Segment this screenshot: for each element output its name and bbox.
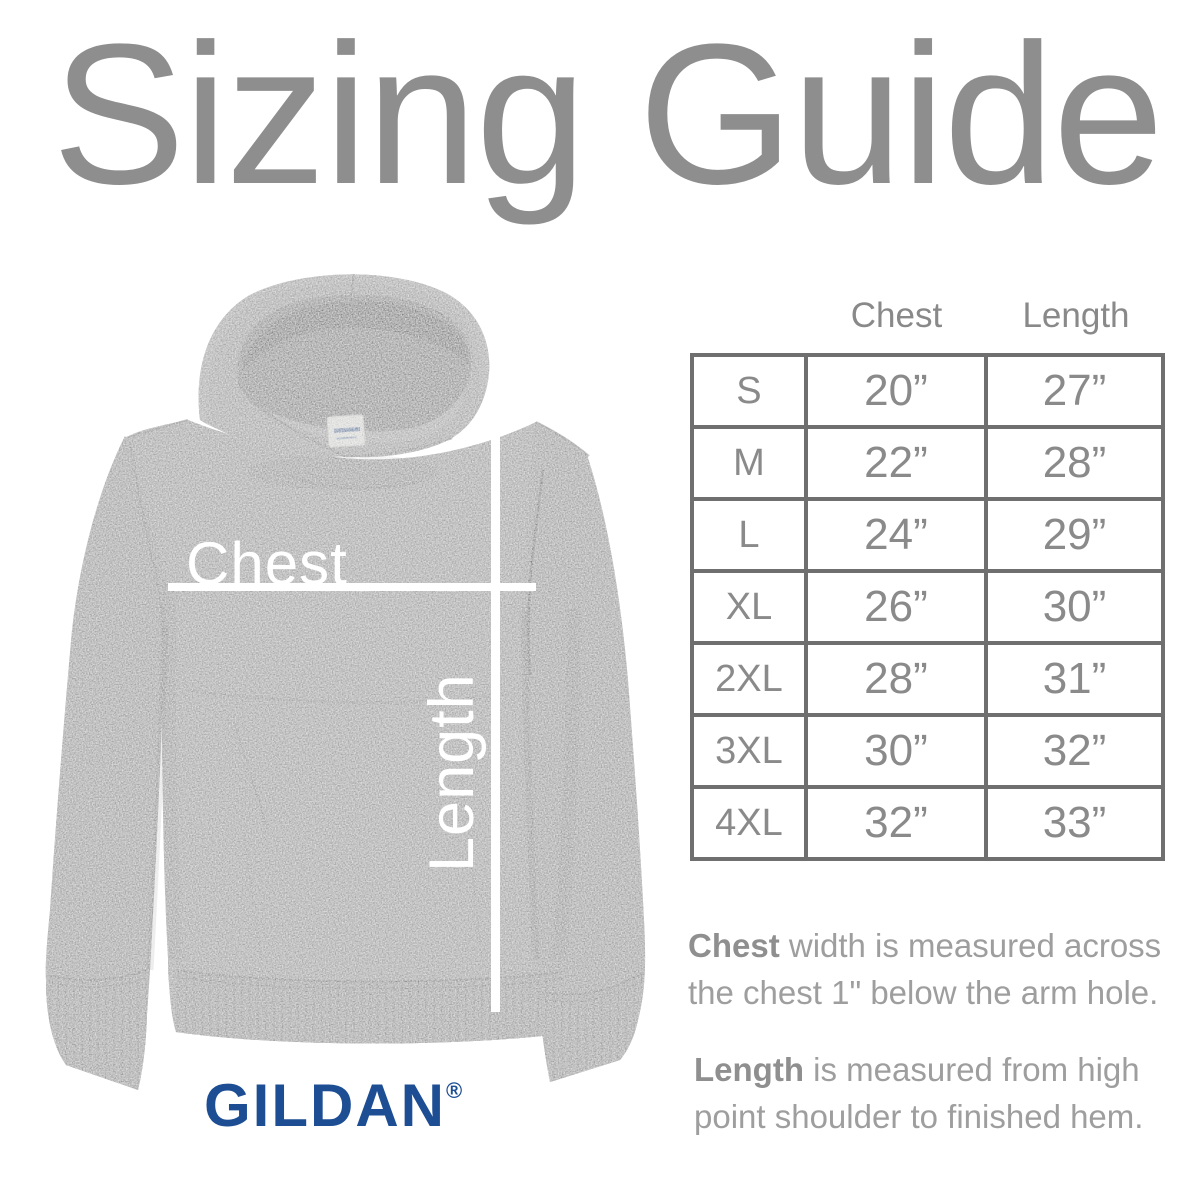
- size-cell: S: [690, 353, 808, 429]
- length-note-term: Length: [694, 1051, 804, 1088]
- chest-note: Chest width is measured across the chest…: [688, 922, 1166, 1016]
- length-cell: 27”: [983, 353, 1166, 429]
- table-row: 4XL 32” 33”: [690, 785, 1166, 861]
- column-header-chest: Chest: [850, 296, 943, 335]
- chest-cell: 30”: [803, 713, 988, 789]
- table-row: XL 26” 30”: [690, 569, 1166, 645]
- chest-measure-label: Chest: [186, 530, 348, 597]
- length-cell: 29”: [983, 497, 1166, 573]
- size-cell: L: [690, 497, 808, 573]
- length-measure-label: Length: [417, 673, 487, 872]
- right-shoulder-seam: [535, 421, 590, 457]
- chest-cell: 32”: [803, 785, 988, 861]
- body-shade-right: [552, 605, 581, 960]
- size-chart-headers: Chest Length: [690, 296, 1165, 340]
- chest-note-text: width is measured across the chest 1" be…: [688, 927, 1162, 1011]
- pocket-seam-left: [233, 721, 269, 831]
- chest-cell: 26”: [803, 569, 988, 645]
- size-cell: M: [690, 425, 808, 501]
- hood-cave-shadow: [242, 301, 469, 370]
- hood-front-seam-right: [342, 437, 453, 458]
- table-row: M 22” 28”: [690, 425, 1166, 501]
- chest-cell: 24”: [803, 497, 988, 573]
- hoodie-left-sleeve: [45, 436, 166, 1090]
- left-armhole-seam: [129, 441, 165, 636]
- chest-cell: 20”: [803, 353, 988, 429]
- length-cell: 28”: [983, 425, 1166, 501]
- size-chart-table: S 20” 27” M 22” 28” L 24” 29” XL 26” 30”…: [690, 353, 1166, 861]
- hood-tag: [326, 414, 366, 448]
- length-note: Length is measured from high point shoul…: [694, 1046, 1172, 1140]
- length-cell: 30”: [983, 569, 1166, 645]
- chest-cell: 22”: [803, 425, 988, 501]
- table-row: 2XL 28” 31”: [690, 641, 1166, 717]
- hoodie-right-sleeve: [523, 422, 646, 1082]
- size-cell: XL: [690, 569, 808, 645]
- hood-top-seam: [349, 273, 355, 305]
- chest-measure-line: [168, 583, 536, 591]
- gildan-wordmark: GILDAN: [204, 1072, 446, 1139]
- hoodie-body: [125, 420, 588, 1044]
- length-note-text: is measured from high point shoulder to …: [694, 1051, 1144, 1135]
- pocket-seam-right: [457, 739, 483, 959]
- length-measure-line: [491, 410, 500, 1012]
- chest-crease: [187, 688, 509, 705]
- size-cell: 3XL: [690, 713, 808, 789]
- body-shade-left: [162, 580, 183, 962]
- table-row: L 24” 29”: [690, 497, 1166, 573]
- hoodie-garment: [45, 273, 646, 1090]
- hem-band-ribbing: [176, 970, 562, 1044]
- length-cell: 33”: [983, 785, 1166, 861]
- left-shoulder-seam: [125, 419, 189, 439]
- hood-front-seam-left: [263, 411, 344, 457]
- registered-mark: ®: [445, 1078, 463, 1103]
- table-row: 3XL 30” 32”: [690, 713, 1166, 789]
- gildan-logo: GILDAN®: [204, 1076, 462, 1136]
- length-cell: 31”: [983, 641, 1166, 717]
- hood-lining-light: [266, 390, 464, 443]
- chest-note-term: Chest: [688, 927, 780, 964]
- hoodie-illustration: [45, 273, 646, 1090]
- column-header-length: Length: [1022, 296, 1130, 335]
- right-armhole-seam: [527, 469, 545, 676]
- neck-shadow: [248, 454, 438, 490]
- size-cell: 2XL: [690, 641, 808, 717]
- table-row: S 20” 27”: [690, 353, 1166, 429]
- size-cell: 4XL: [690, 785, 808, 861]
- page-title: Sizing Guide: [52, 3, 1164, 226]
- chest-cell: 28”: [803, 641, 988, 717]
- length-cell: 32”: [983, 713, 1166, 789]
